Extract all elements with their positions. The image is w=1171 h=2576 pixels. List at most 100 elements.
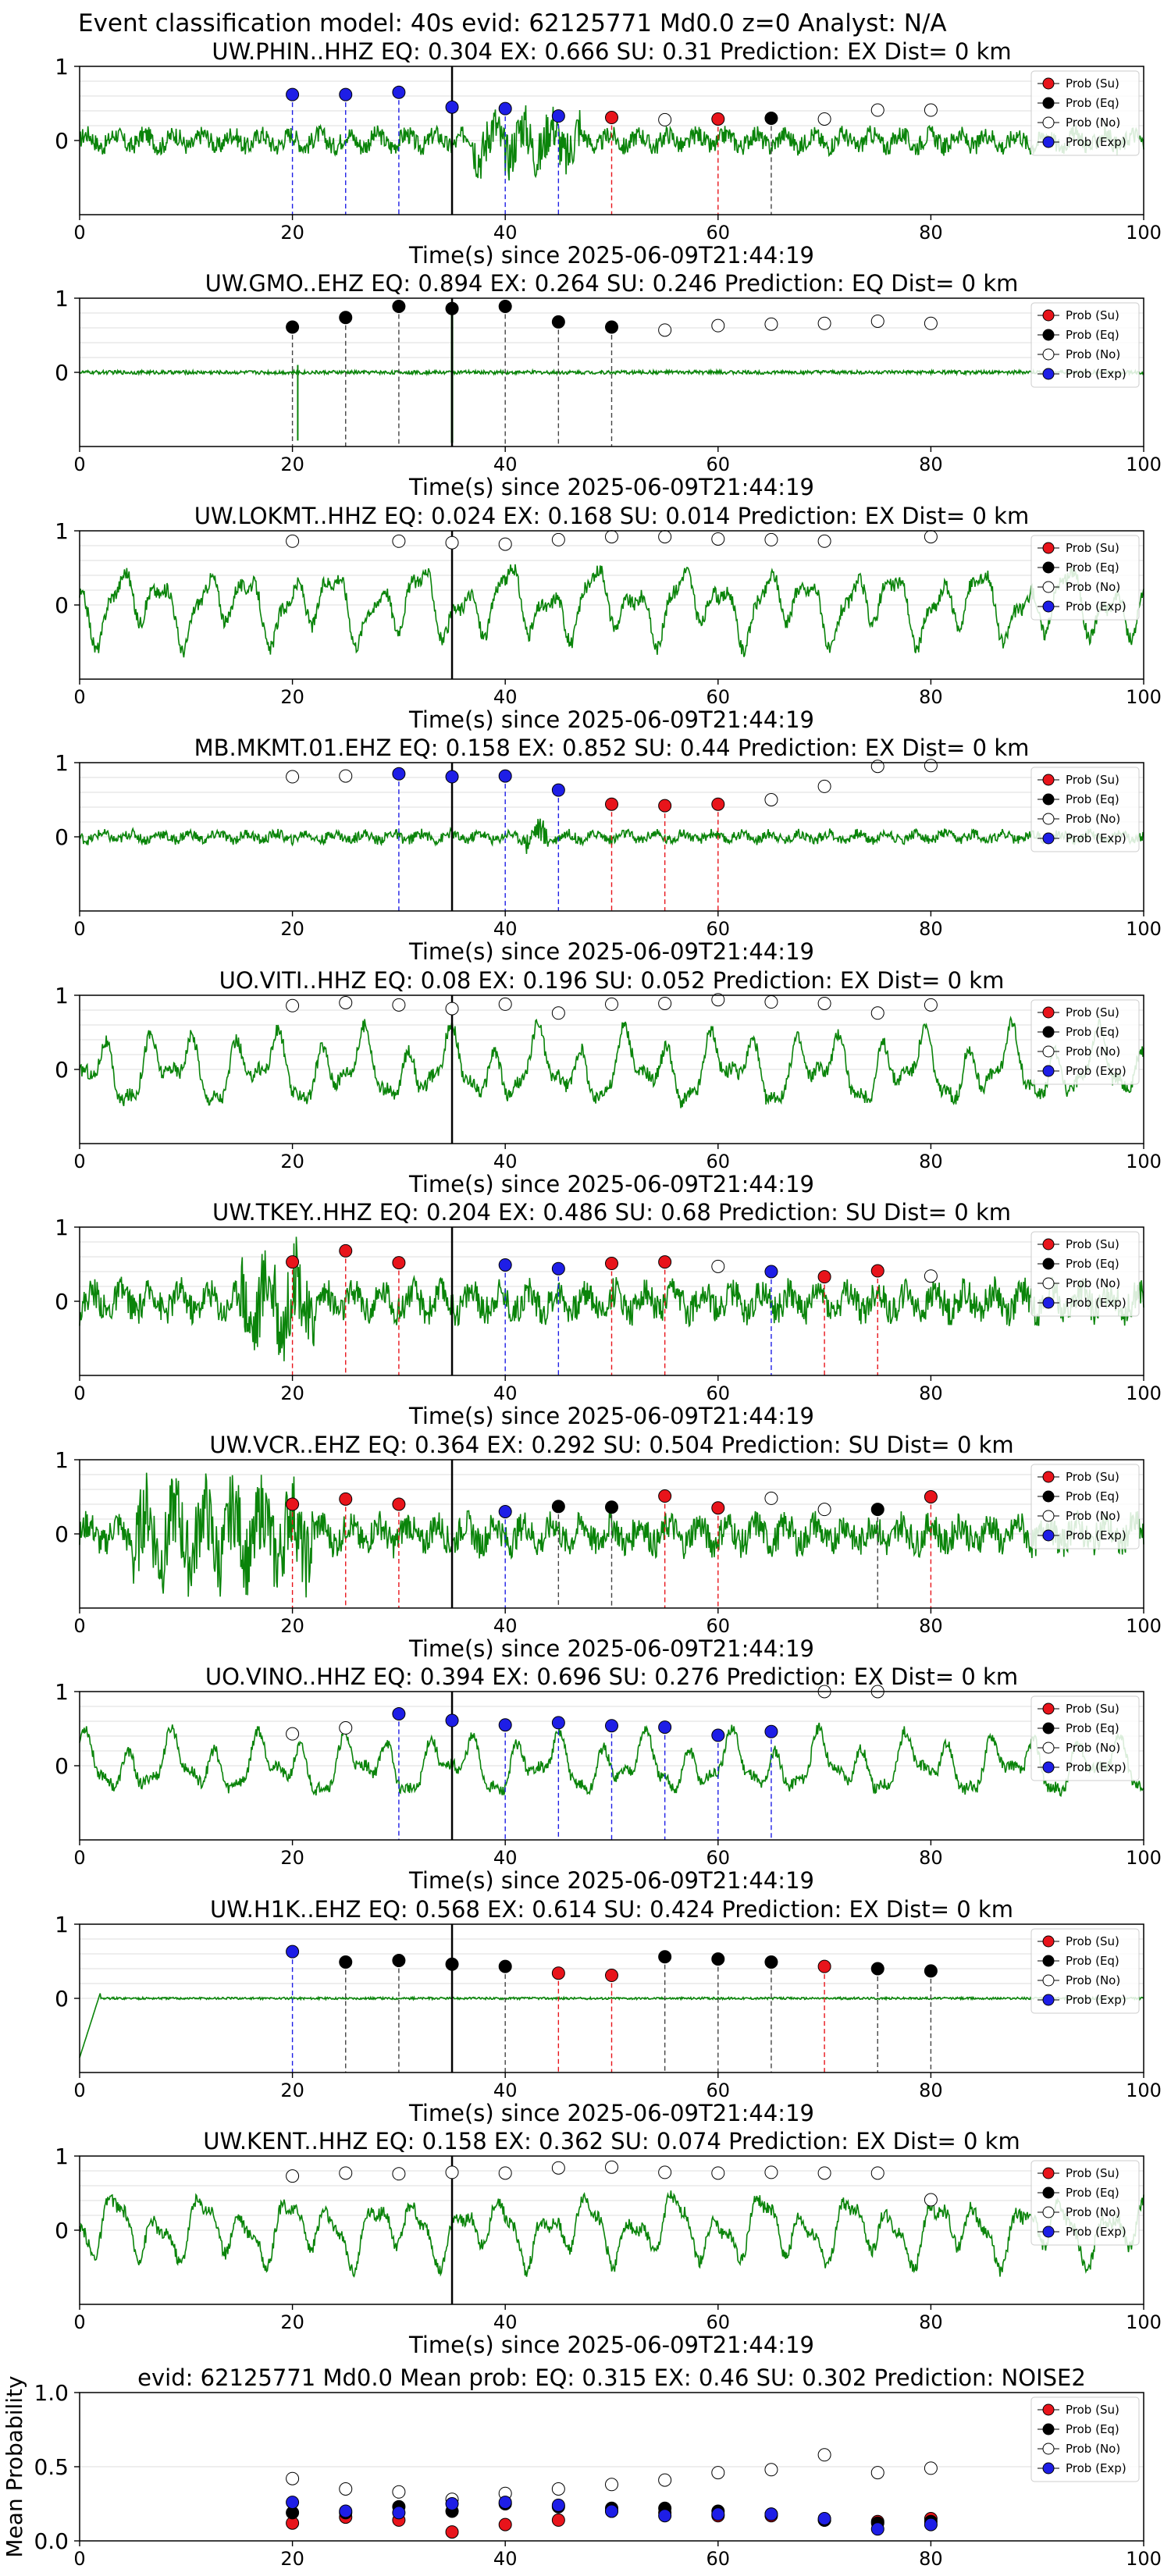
legend-label-su: Prob (Su)	[1066, 2403, 1119, 2417]
legend-label-no: Prob (No)	[1066, 1509, 1120, 1523]
x-tick-label: 60	[707, 918, 731, 940]
mean-prob-marker	[339, 2482, 353, 2496]
x-tick-label: 100	[1126, 1151, 1162, 1172]
legend-marker-no	[1042, 581, 1055, 593]
y-tick-label: 1	[55, 750, 69, 776]
prob-marker	[286, 1255, 300, 1269]
prob-marker	[551, 783, 565, 797]
x-tick-label: 0	[73, 918, 85, 940]
y-tick-label: 1	[55, 1679, 69, 1705]
x-tick-label: 20	[280, 918, 304, 940]
legend-label-exp: Prob (Exp)	[1066, 1296, 1127, 1310]
legend-marker-no	[1042, 348, 1055, 361]
prob-marker	[711, 797, 725, 811]
legend-label-no: Prob (No)	[1066, 580, 1120, 594]
mean-prob-marker	[445, 2497, 459, 2510]
prob-marker	[445, 1002, 459, 1016]
legend-marker-su	[1042, 774, 1055, 786]
x-tick-label: 0	[73, 1847, 85, 1869]
mean-prob-marker	[817, 2512, 831, 2525]
legend-label-exp: Prob (Exp)	[1066, 831, 1127, 845]
prob-marker	[711, 2166, 725, 2180]
x-axis-label: Time(s) since 2025-06-09T21:44:19	[408, 474, 814, 500]
prob-marker	[605, 111, 618, 125]
legend-label-su: Prob (Su)	[1066, 541, 1119, 555]
legend-marker-eq	[1042, 1258, 1055, 1270]
prob-marker	[445, 2165, 459, 2179]
x-tick-label: 80	[919, 1382, 943, 1404]
prob-marker	[605, 797, 618, 811]
prob-marker	[445, 1713, 459, 1727]
legend-marker-no	[1042, 116, 1055, 129]
panel-title: UW.H1K..EHZ EQ: 0.568 EX: 0.614 SU: 0.42…	[210, 1896, 1013, 1923]
y-tick-label: 0	[55, 1521, 69, 1547]
x-tick-label: 80	[919, 918, 943, 940]
prob-marker	[498, 1505, 512, 1518]
legend-label-exp: Prob (Exp)	[1066, 1064, 1127, 1078]
prob-marker	[711, 112, 725, 126]
prob-marker	[605, 1500, 618, 1514]
legend-marker-su	[1042, 77, 1055, 90]
panel-8: UO.VINO..HHZ EQ: 0.394 EX: 0.696 SU: 0.2…	[55, 1663, 1162, 1894]
x-axis-label: Time(s) since 2025-06-09T21:44:19	[408, 1867, 814, 1894]
mean-prob-marker	[764, 2463, 778, 2477]
x-tick-label: 80	[919, 2311, 943, 2333]
prob-marker	[924, 103, 938, 117]
y-tick-label: 1.0	[34, 2380, 69, 2406]
prob-marker	[817, 779, 831, 793]
prob-marker	[445, 1957, 459, 1971]
legend-marker-exp	[1042, 600, 1055, 613]
x-tick-label: 40	[493, 1151, 518, 1172]
x-tick-label: 60	[707, 222, 731, 244]
prob-marker	[498, 101, 512, 116]
prob-marker	[392, 1954, 406, 1968]
x-tick-label: 20	[280, 2311, 304, 2333]
prob-marker	[498, 299, 512, 313]
legend-label-su: Prob (Su)	[1066, 1237, 1119, 1251]
panel-6: UW.TKEY..HHZ EQ: 0.204 EX: 0.486 SU: 0.6…	[55, 1199, 1162, 1429]
y-tick-label: 1	[55, 54, 69, 80]
x-tick-label: 20	[280, 2548, 304, 2570]
x-tick-label: 20	[280, 1382, 304, 1404]
prob-marker	[764, 1265, 778, 1279]
prob-marker	[498, 1718, 512, 1732]
prob-marker	[870, 1264, 884, 1278]
legend-box	[1030, 1231, 1140, 1317]
legend-label-su: Prob (Su)	[1066, 773, 1119, 787]
x-tick-label: 20	[280, 454, 304, 475]
x-tick-label: 0	[73, 1382, 85, 1404]
x-tick-label: 100	[1126, 918, 1162, 940]
legend-marker-eq	[1042, 97, 1055, 109]
prob-marker	[764, 317, 778, 331]
legend-label-no: Prob (No)	[1066, 1044, 1120, 1059]
mean-prob-marker	[551, 2498, 565, 2512]
x-axis-label: Time(s) since 2025-06-09T21:44:19	[408, 1635, 814, 1662]
prob-marker	[764, 995, 778, 1009]
x-tick-label: 0	[73, 2311, 85, 2333]
prob-marker	[605, 530, 618, 544]
legend-marker-su	[1042, 1006, 1055, 1019]
x-tick-label: 80	[919, 222, 943, 244]
legend-label-eq: Prob (Eq)	[1066, 2186, 1119, 2200]
mean-prob-marker	[764, 2507, 778, 2521]
x-tick-label: 40	[493, 686, 518, 708]
x-tick-label: 60	[707, 2548, 731, 2570]
prob-marker	[658, 323, 672, 337]
x-tick-label: 100	[1126, 686, 1162, 708]
legend-marker-no	[1042, 1045, 1055, 1058]
prob-marker	[870, 760, 884, 774]
prob-marker	[764, 1724, 778, 1738]
x-tick-label: 40	[493, 2548, 518, 2570]
legend-label-exp: Prob (Exp)	[1066, 1993, 1127, 2007]
prob-marker	[339, 1955, 353, 1969]
legend-box	[1030, 1464, 1140, 1550]
legend-label-eq: Prob (Eq)	[1066, 1257, 1119, 1271]
legend-label-no: Prob (No)	[1066, 2442, 1120, 2456]
x-tick-label: 100	[1126, 1382, 1162, 1404]
prob-marker	[339, 1492, 353, 1506]
prob-marker	[605, 1719, 618, 1733]
legend-marker-su	[1042, 2403, 1055, 2416]
prob-marker	[339, 2166, 353, 2180]
mean-prob-marker	[286, 2471, 300, 2485]
y-tick-label: 1	[55, 1912, 69, 1937]
